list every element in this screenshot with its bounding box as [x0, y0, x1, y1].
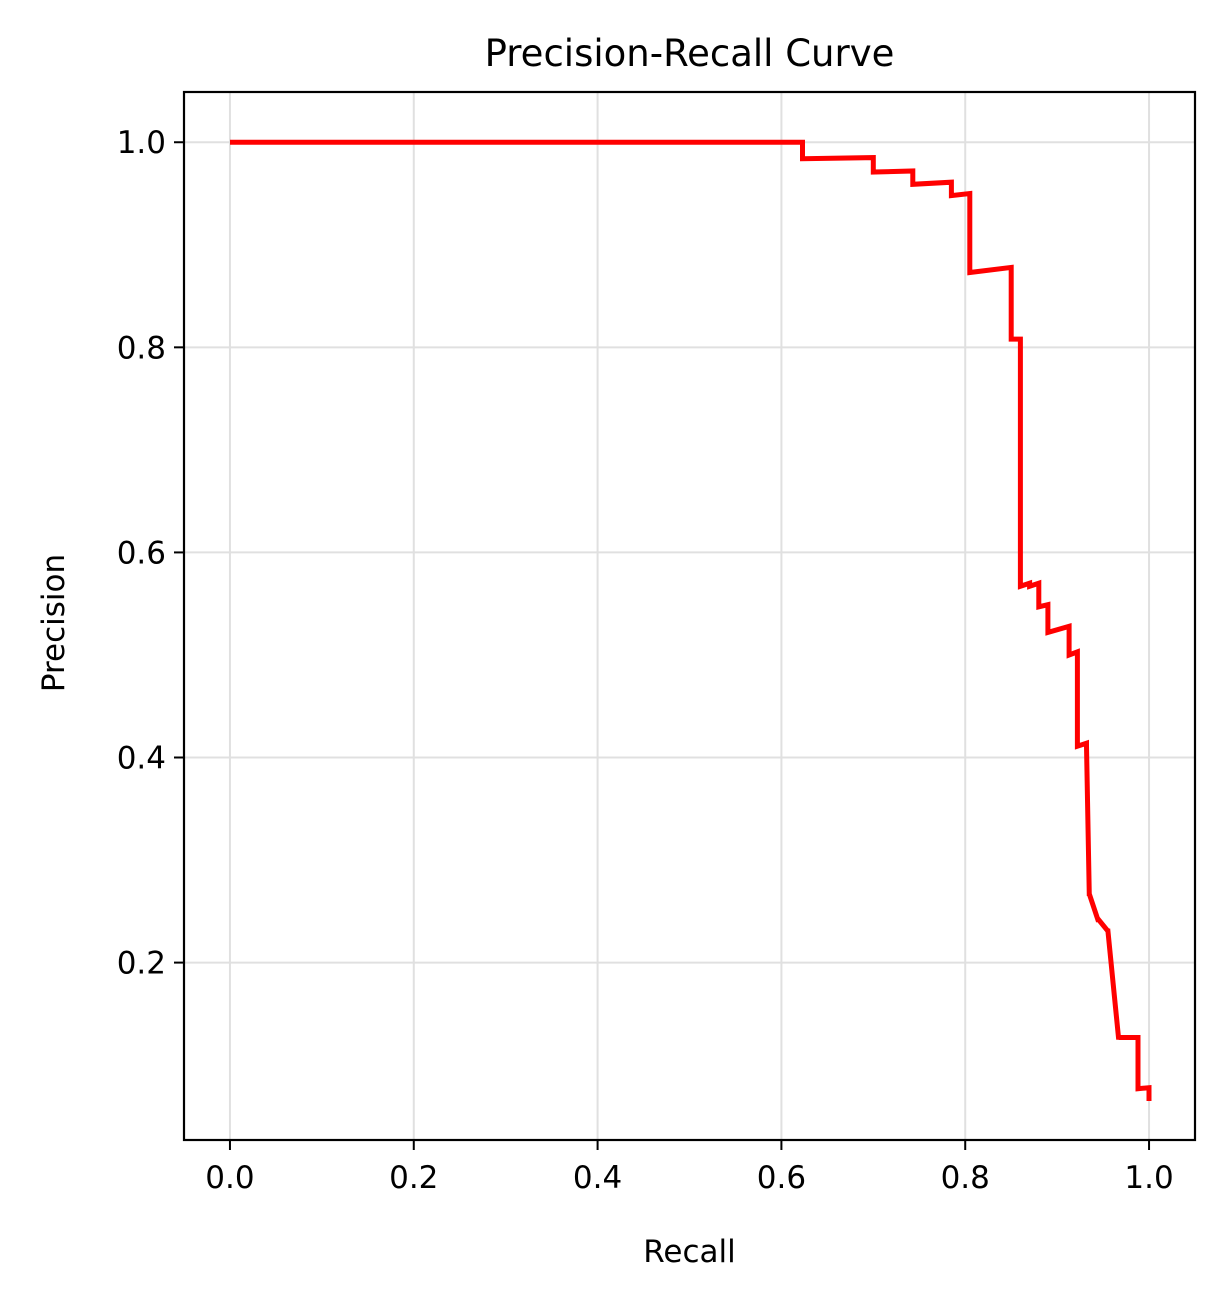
y-tick-label-2: 0.6 [117, 535, 166, 571]
y-tick-label-3: 0.8 [117, 330, 166, 366]
x-tick-label-0: 0.0 [205, 1160, 254, 1196]
y-tick-label-4: 1.0 [117, 125, 166, 161]
chart-title: Precision-Recall Curve [485, 32, 895, 75]
y-axis-label: Precision [36, 554, 72, 692]
x-tick-label-1: 0.2 [389, 1160, 438, 1196]
y-axis-ticks: 0.2 0.4 0.6 0.8 1.0 [117, 125, 184, 982]
x-tick-label-3: 0.6 [757, 1160, 806, 1196]
series-layer [230, 139, 1152, 1101]
x-tick-label-4: 0.8 [941, 1160, 990, 1196]
plot-area-background [184, 92, 1195, 1140]
y-tick-label-1: 0.4 [117, 741, 166, 777]
x-axis-label: Recall [643, 1234, 736, 1270]
x-tick-label-5: 1.0 [1124, 1160, 1173, 1196]
x-axis-ticks: 0.0 0.2 0.4 0.6 0.8 1.0 [205, 1140, 1174, 1196]
y-tick-label-0: 0.2 [117, 946, 166, 982]
plot-area-frame [182, 90, 1197, 1142]
pr-curve-line-0 [230, 139, 1152, 1101]
x-tick-label-2: 0.4 [573, 1160, 622, 1196]
